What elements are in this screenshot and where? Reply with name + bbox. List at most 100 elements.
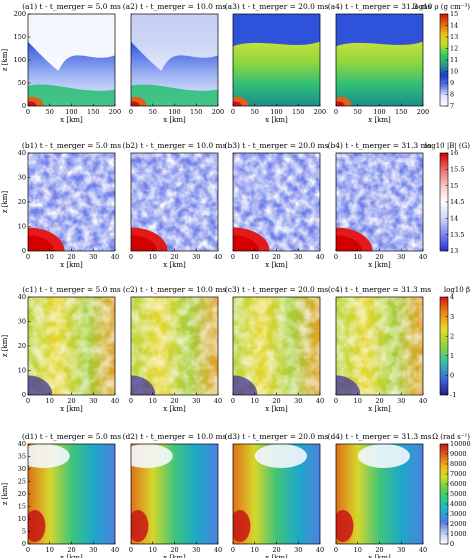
panel-title-d1: (d1) t - t_merger = 5.0 ms xyxy=(22,432,121,441)
y-axis-label: z [km] xyxy=(1,191,9,214)
x-axis-label: x [km] xyxy=(163,405,186,413)
colorbar-tick-label: -1 xyxy=(450,391,456,399)
y-tick-label: 40 xyxy=(18,440,26,448)
y-tick-label: 10 xyxy=(18,223,26,231)
x-axis-label: x [km] xyxy=(60,554,83,558)
panel-title-c2: (c2) t - t_merger = 10.0 ms xyxy=(123,285,226,294)
colorbar-tick-label: 14.5 xyxy=(450,198,464,206)
colorbar-tick-label: 0 xyxy=(450,540,454,548)
x-tick-label: 20 xyxy=(170,253,178,261)
colorbar-tick-label: 2 xyxy=(450,332,454,340)
x-tick-label: 20 xyxy=(67,253,75,261)
y-tick-label: 20 xyxy=(18,490,26,498)
panel-title-c1: (c1) t - t_merger = 5.0 ms xyxy=(22,285,121,294)
x-tick-label: 0 xyxy=(231,253,235,261)
x-axis-label: x [km] xyxy=(163,554,186,558)
colorbar-tick-label: 9000 xyxy=(450,450,467,458)
panel-title-d4: (d4) t - t_merger = 31.3 ms xyxy=(328,432,432,441)
x-axis-label: x [km] xyxy=(368,554,391,558)
x-tick-label: 20 xyxy=(375,546,383,554)
y-axis-label: z [km] xyxy=(1,483,9,506)
panel-title-a1: (a1) t - t_merger = 5.0 ms xyxy=(22,2,121,11)
colorbar-tick-label: 14 xyxy=(450,22,458,30)
panel-image-b3 xyxy=(233,153,320,251)
colorbar-tick-label: 9 xyxy=(450,79,454,87)
x-tick-label: 30 xyxy=(192,253,200,261)
x-tick-label: 40 xyxy=(419,397,427,405)
x-tick-label: 0 xyxy=(129,108,133,116)
x-tick-label: 150 xyxy=(87,108,99,116)
y-tick-label: 5 xyxy=(22,528,26,536)
colorbar-tick-label: 8 xyxy=(450,91,454,99)
colorbar-label-a: log10 ρ (g cm⁻³) xyxy=(412,3,470,11)
x-tick-label: 40 xyxy=(316,253,324,261)
x-tick-label: 0 xyxy=(231,108,235,116)
x-tick-label: 40 xyxy=(111,253,119,261)
x-tick-label: 10 xyxy=(149,546,157,554)
panel-image-c4 xyxy=(336,297,423,395)
x-axis-label: x [km] xyxy=(265,261,288,269)
colorbar-tick-label: 0 xyxy=(450,372,454,380)
panel-image-c3 xyxy=(233,297,320,395)
x-tick-label: 10 xyxy=(149,397,157,405)
panel-image-c1 xyxy=(28,297,115,395)
y-tick-label: 100 xyxy=(14,56,26,64)
colorbar-tick-label: 6000 xyxy=(450,480,467,488)
colorbar-tick-label: 3 xyxy=(450,313,454,321)
colorbar-label-d: Ω (rad s⁻¹) xyxy=(432,433,470,441)
panel-c3: (c3) t - t_merger = 20.0 ms 0 10 20 30 40 x [k… xyxy=(225,285,328,413)
x-axis-label: x [km] xyxy=(163,261,186,269)
x-tick-label: 30 xyxy=(397,253,405,261)
panel-image-b4 xyxy=(336,153,423,251)
x-tick-label: 30 xyxy=(294,546,302,554)
y-tick-label: 40 xyxy=(18,149,26,157)
x-tick-label: 40 xyxy=(111,546,119,554)
y-tick-label: 0 xyxy=(22,391,26,399)
y-tick-label: 40 xyxy=(18,293,26,301)
x-tick-label: 0 xyxy=(26,546,30,554)
colorbar-tick-label: 10000 xyxy=(450,440,471,448)
panel-a4: (a4) t - t_merger = 31.3 ms 0 50 100 150 200 x… xyxy=(328,2,432,124)
x-tick-label: 0 xyxy=(26,253,30,261)
x-tick-label: 0 xyxy=(334,546,338,554)
colorbar-tick-label: 1 xyxy=(450,352,454,360)
colorbar-tick-label: 16 xyxy=(450,149,458,157)
x-tick-label: 0 xyxy=(129,253,133,261)
x-tick-label: 10 xyxy=(46,397,54,405)
x-tick-label: 50 xyxy=(354,108,362,116)
panel-title-c3: (c3) t - t_merger = 20.0 ms xyxy=(225,285,328,294)
panel-image-b2 xyxy=(131,153,218,251)
y-tick-label: 30 xyxy=(18,318,26,326)
panel-title-a2: (a2) t - t_merger = 10.0 ms xyxy=(123,2,227,11)
x-tick-label: 20 xyxy=(67,546,75,554)
panel-d2: (d2) t - t_merger = 10.0 ms 0 10 20 30 40 x [k… xyxy=(123,432,227,558)
y-tick-label: 10 xyxy=(18,367,26,375)
colorbar-d: 0 1000 2000 3000 4000 5000 6000 7000 8000 9000 100… xyxy=(432,433,471,548)
x-tick-label: 10 xyxy=(251,546,259,554)
panel-title-a4: (a4) t - t_merger = 31.3 ms xyxy=(328,2,432,11)
x-tick-label: 20 xyxy=(375,253,383,261)
x-tick-label: 20 xyxy=(375,397,383,405)
x-tick-label: 0 xyxy=(26,108,30,116)
x-tick-label: 0 xyxy=(26,397,30,405)
x-tick-label: 40 xyxy=(316,546,324,554)
y-tick-label: 25 xyxy=(18,478,26,486)
x-tick-label: 150 xyxy=(395,108,407,116)
x-tick-label: 50 xyxy=(46,108,54,116)
panel-image-d3 xyxy=(233,444,320,544)
x-tick-label: 0 xyxy=(129,397,133,405)
x-tick-label: 30 xyxy=(89,253,97,261)
x-tick-label: 40 xyxy=(419,253,427,261)
colorbar-label-c: log10 β xyxy=(444,286,470,294)
x-axis-label: x [km] xyxy=(368,405,391,413)
x-tick-label: 40 xyxy=(214,253,222,261)
x-tick-label: 40 xyxy=(214,546,222,554)
x-tick-label: 30 xyxy=(294,253,302,261)
y-tick-label: 50 xyxy=(18,79,26,87)
colorbar-tick-label: 7 xyxy=(450,102,454,110)
colorbar-tick-label: 10 xyxy=(450,68,458,76)
colorbar-tick-label: 4 xyxy=(450,293,454,301)
x-axis-label: x [km] xyxy=(60,261,83,269)
y-tick-label: 10 xyxy=(18,515,26,523)
